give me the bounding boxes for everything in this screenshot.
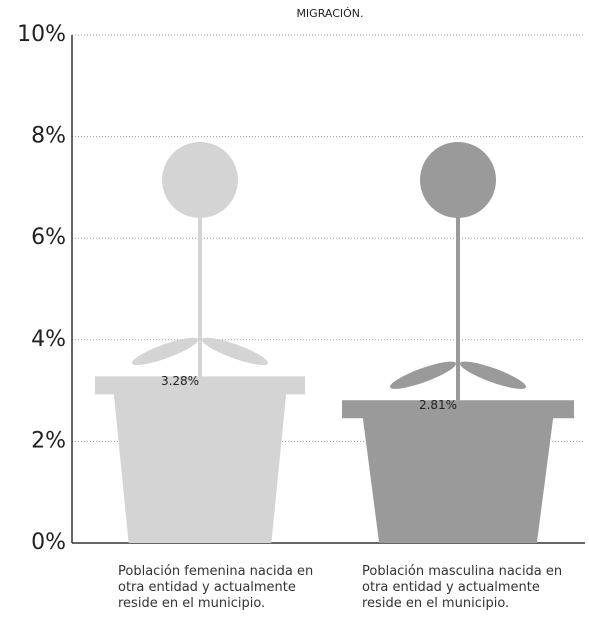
bar [95, 376, 305, 543]
chart-title: MIGRACIÓN. [296, 7, 363, 20]
flower-head [162, 142, 238, 218]
y-tick-label: 10% [17, 22, 66, 47]
value-label: 3.28% [161, 374, 199, 388]
y-tick-label: 4% [31, 327, 66, 352]
flower-leaf [132, 337, 198, 366]
flower-leaf [202, 337, 268, 366]
category-label: Población femenina nacida en otra entida… [118, 564, 314, 611]
y-tick-label: 2% [31, 428, 66, 453]
y-tick-label: 0% [31, 530, 66, 555]
bar [342, 400, 574, 543]
y-tick-label: 6% [31, 225, 66, 250]
flower-head [420, 142, 496, 218]
category-label: Población masculina nacida en otra entid… [362, 564, 563, 611]
flower-leaf [460, 361, 526, 389]
value-label: 2.81% [419, 398, 457, 412]
flower-leaf [390, 361, 456, 389]
y-tick-label: 8% [31, 124, 66, 149]
